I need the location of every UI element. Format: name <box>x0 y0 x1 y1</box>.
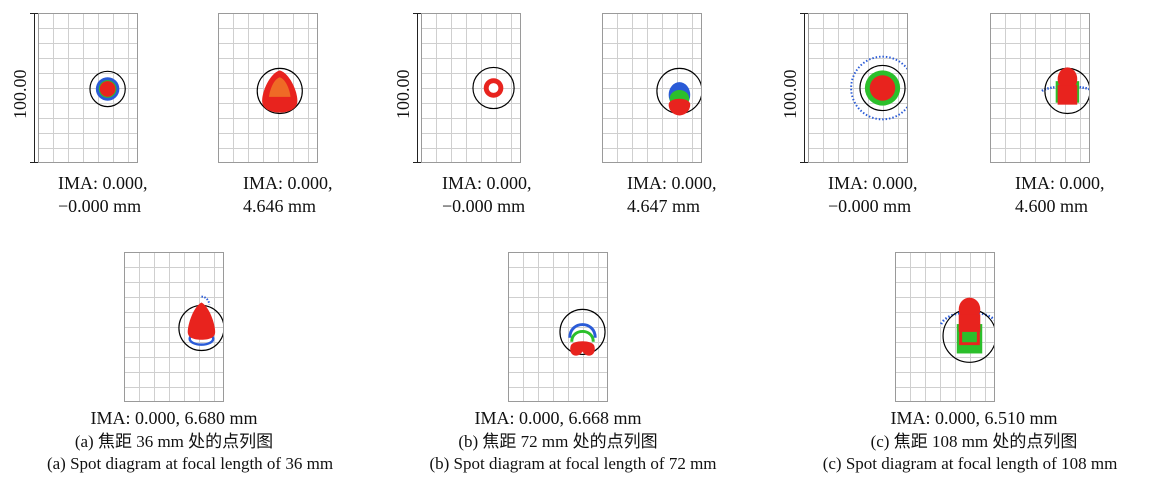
ima-label-b1-line1: IMA: 0.000, <box>442 172 532 195</box>
ima-label-c2-line1: IMA: 0.000, <box>1015 172 1105 195</box>
spot-svg-b3 <box>509 253 607 401</box>
center-hole <box>489 83 499 93</box>
red-spots <box>870 75 895 100</box>
ima-label-a1-line1: IMA: 0.000, <box>58 172 148 195</box>
caption-a-zh: (a) 焦距 36 mm 处的点列图 <box>75 431 273 453</box>
caption-c-en: (c) Spot diagram at focal length of 108 … <box>823 453 1118 475</box>
scale-label-a: 100.00 <box>10 70 31 120</box>
spot-diagram-c2 <box>990 13 1090 163</box>
scale-label-b: 100.00 <box>393 70 414 120</box>
spot-diagram-b1 <box>421 13 521 163</box>
spot-diagram-c3 <box>895 252 995 402</box>
spot-diagram-a3 <box>124 252 224 402</box>
spot-svg-c3 <box>896 253 994 401</box>
ima-label-a1-line2: −0.000 mm <box>58 195 141 218</box>
ima-label-c1-line2: −0.000 mm <box>828 195 911 218</box>
ima-label-b1-line2: −0.000 mm <box>442 195 525 218</box>
red-spots <box>570 341 595 355</box>
green-arc <box>572 331 594 341</box>
spot-diagram-a1 <box>38 13 138 163</box>
spot-diagram-b2 <box>602 13 702 163</box>
caption-b-en: (b) Spot diagram at focal length of 72 m… <box>429 453 716 475</box>
spot-svg-b1 <box>422 14 520 162</box>
red-spots <box>100 81 116 97</box>
caption-b-zh: (b) 焦距 72 mm 处的点列图 <box>458 431 657 453</box>
ima-label-a2-line2: 4.646 mm <box>243 195 316 218</box>
ima-label-a2-line1: IMA: 0.000, <box>243 172 333 195</box>
ima-label-c2-line2: 4.600 mm <box>1015 195 1088 218</box>
spot-svg-c1 <box>809 14 907 162</box>
ima-label-b2-line2: 4.647 mm <box>627 195 700 218</box>
ima-label-a3: IMA: 0.000, 6.680 mm <box>90 407 257 430</box>
spot-svg-b2 <box>603 14 701 162</box>
ima-label-b2-line1: IMA: 0.000, <box>627 172 717 195</box>
red-spots-middle <box>959 314 981 332</box>
spot-diagram-b3 <box>508 252 608 402</box>
ima-label-c3: IMA: 0.000, 6.510 mm <box>890 407 1057 430</box>
spot-diagram-c1 <box>808 13 908 163</box>
caption-a-en: (a) Spot diagram at focal length of 36 m… <box>47 453 333 475</box>
spot-svg-a1 <box>39 14 137 162</box>
caption-c-zh: (c) 焦距 108 mm 处的点列图 <box>871 431 1078 453</box>
red-spots <box>669 99 691 116</box>
scale-label-c: 100.00 <box>780 70 801 120</box>
spot-svg-c2 <box>991 14 1089 162</box>
spot-svg-a3 <box>125 253 223 401</box>
spot-diagram-a2 <box>218 13 318 163</box>
red-spots-bottom <box>1058 85 1078 105</box>
ima-label-c1-line1: IMA: 0.000, <box>828 172 918 195</box>
ima-label-b3: IMA: 0.000, 6.668 mm <box>474 407 641 430</box>
spot-svg-a2 <box>219 14 317 162</box>
